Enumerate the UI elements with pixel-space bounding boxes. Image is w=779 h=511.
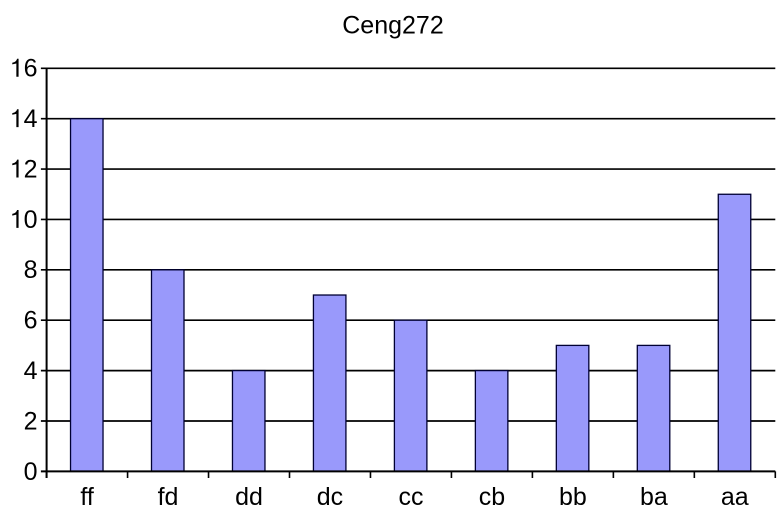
svg-text:8: 8 xyxy=(24,256,38,284)
svg-text:4: 4 xyxy=(24,105,38,133)
svg-text:bb: bb xyxy=(559,483,587,511)
svg-text:0: 0 xyxy=(24,458,38,486)
svg-text:4: 4 xyxy=(24,357,38,385)
svg-text:0: 0 xyxy=(24,206,38,234)
svg-text:2: 2 xyxy=(24,155,38,183)
svg-text:fd: fd xyxy=(158,483,179,511)
svg-text:6: 6 xyxy=(24,307,38,335)
svg-text:ff: ff xyxy=(80,483,93,511)
svg-text:cb: cb xyxy=(479,483,505,511)
svg-text:dd: dd xyxy=(235,483,263,511)
svg-text:ba: ba xyxy=(640,483,668,511)
svg-text:aa: aa xyxy=(721,483,749,511)
svg-text:cc: cc xyxy=(398,483,423,511)
svg-text:dc: dc xyxy=(317,483,343,511)
svg-text:2: 2 xyxy=(24,407,38,435)
svg-text:Ceng272: Ceng272 xyxy=(342,12,443,40)
svg-text:6: 6 xyxy=(24,55,38,83)
